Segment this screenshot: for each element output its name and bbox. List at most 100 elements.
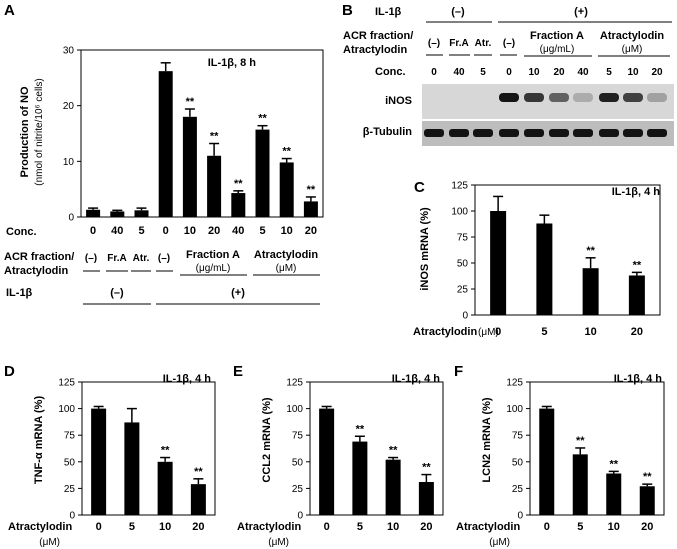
panel-b-il1b-label: IL-1β: [375, 6, 402, 18]
panel-f-ytick-label: 125: [506, 378, 523, 389]
panel-f-category-label: 0: [544, 521, 550, 533]
panel-a-group-neg2: (–): [158, 253, 170, 264]
panel-c-xlabel: Atractylodin: [413, 326, 477, 338]
panel-b-group-neg2: (–): [503, 38, 515, 49]
panel-e: E IL-1β, 4 h CCL2 mRNA (%) 0255075100125…: [233, 363, 444, 548]
panel-b-band-tubulin-label: β-Tubulin: [363, 126, 413, 138]
panel-c-note: IL-1β, 4 h: [612, 186, 661, 198]
panel-c-ytick-label: 125: [451, 181, 468, 192]
panel-f-letter: F: [454, 363, 463, 380]
panel-d-xunit: (μM): [39, 537, 60, 548]
panel-e-significance: **: [389, 445, 398, 457]
panel-e-ytick-label: 125: [286, 378, 303, 389]
panel-b-conc-value: 20: [651, 67, 663, 78]
panel-d-ytick-label: 50: [64, 457, 76, 468]
panel-c: C IL-1β, 4 h iNOS mRNA (%) 0255075100125…: [413, 179, 661, 338]
panel-a-bar: [231, 193, 246, 217]
panel-d-bar: [91, 408, 107, 515]
panel-d-category-label: 10: [159, 521, 171, 533]
panel-b-conc-value: 40: [577, 67, 589, 78]
panel-f-significance: **: [643, 471, 652, 483]
panel-e-significance: **: [356, 423, 365, 435]
panel-c-ylabel: iNOS mRNA (%): [419, 207, 431, 291]
panel-f-ytick-label: 100: [506, 404, 523, 415]
panel-c-category-label: 0: [495, 326, 501, 338]
panel-e-plot-frame: [309, 381, 444, 516]
panel-a-fraction-a: Fraction A: [186, 249, 240, 261]
panel-b-conc-value: 10: [528, 67, 540, 78]
panel-d-category-label: 20: [192, 521, 204, 533]
panel-b-band-inos-label: iNOS: [385, 95, 412, 107]
panel-b-conc-value: 0: [506, 67, 512, 78]
panel-d-bar: [124, 422, 140, 515]
panel-f-plot-frame: [529, 381, 665, 516]
panel-c-bar: [628, 275, 645, 315]
panel-c-ytick-label: 75: [457, 233, 469, 244]
panel-f-bar: [639, 486, 655, 515]
panel-a-category-label: 0: [90, 225, 96, 237]
panel-b-conc-value: 0: [431, 67, 437, 78]
panel-d-plot-frame: [81, 381, 216, 516]
panel-b-conc-value: 40: [453, 67, 465, 78]
panel-b-letter: B: [342, 2, 353, 19]
panel-b-inos-band: [499, 93, 519, 102]
panel-c-letter: C: [414, 179, 425, 196]
panel-e-xunit: (μM): [268, 537, 289, 548]
panel-f-ytick-label: 0: [517, 511, 523, 522]
panel-f-xunit: (μM): [489, 537, 510, 548]
panel-b-inos-band: [549, 93, 569, 102]
panel-e-bar: [319, 408, 335, 515]
panel-f-note: IL-1β, 4 h: [614, 373, 663, 385]
panel-a-bar: [134, 210, 149, 217]
panel-d-category-label: 5: [129, 521, 135, 533]
panel-b-group-atr: Atr.: [475, 38, 492, 49]
panel-e-category-label: 0: [324, 521, 330, 533]
panel-b-fraction-a: Fraction A: [530, 30, 584, 42]
panel-b-tubulin-band: [424, 129, 444, 137]
panel-e-ytick-label: 0: [297, 511, 303, 522]
panel-b-group-neg: (–): [428, 38, 440, 49]
panel-b-conc-value: 20: [553, 67, 565, 78]
panel-e-ytick-label: 25: [292, 484, 304, 495]
panel-a-significance: **: [210, 131, 219, 143]
panel-f-significance: **: [609, 458, 618, 470]
panel-b-inos-band: [647, 93, 667, 102]
panel-a-category-label: 10: [184, 225, 196, 237]
panel-e-bar: [418, 482, 434, 515]
panel-d-significance: **: [161, 445, 170, 457]
panel-c-significance: **: [633, 259, 642, 271]
panel-b-tubulin-band: [573, 129, 593, 137]
panel-c-bar: [536, 223, 553, 315]
panel-c-category-label: 20: [631, 326, 643, 338]
panel-c-category-label: 5: [541, 326, 547, 338]
panel-a-ytick-label: 0: [68, 213, 74, 224]
panel-b-atractylodin-unit: (μM): [622, 44, 643, 55]
panel-f-bar: [606, 473, 622, 515]
panel-a-ytick-label: 30: [63, 46, 75, 57]
panel-a-il1b-label: IL-1β: [6, 287, 33, 299]
panel-d-ytick-label: 125: [58, 378, 75, 389]
panel-a-fraction-a-unit: (μg/mL): [196, 263, 231, 274]
panel-c-plot-frame: [474, 184, 661, 316]
panel-b-inos-bands: [499, 93, 667, 102]
panel-a-significance: **: [282, 146, 291, 158]
panel-a-bar: [255, 129, 270, 217]
panel-a-category-label: 20: [305, 225, 317, 237]
panel-a-group-neg: (–): [85, 253, 97, 264]
panel-c-significance: **: [586, 245, 595, 257]
panel-f-ytick-label: 25: [512, 484, 524, 495]
panel-b-inos-band: [623, 93, 643, 102]
panel-d-xlabel: Atractylodin: [8, 521, 72, 533]
panel-a-category-label: 10: [281, 225, 293, 237]
panel-a-category-label: 40: [111, 225, 123, 237]
panel-b-atractylodin: Atractylodin: [600, 30, 664, 42]
panel-d-ytick-label: 0: [69, 511, 75, 522]
panel-d-bar: [157, 461, 173, 515]
panel-d-bar: [190, 484, 206, 515]
panel-e-xlabel: Atractylodin: [237, 521, 301, 533]
panel-b: B IL-1β (–) (+) ACR fraction/ Atractylod…: [342, 2, 674, 146]
panel-d-ytick-label: 25: [64, 484, 76, 495]
panel-a-category-label: 0: [163, 225, 169, 237]
panel-f-xlabel: Atractylodin: [456, 521, 520, 533]
panel-f-chart: 0 25 50 75 100 125 0 ** 5 ** 10 ** 20: [506, 378, 665, 533]
